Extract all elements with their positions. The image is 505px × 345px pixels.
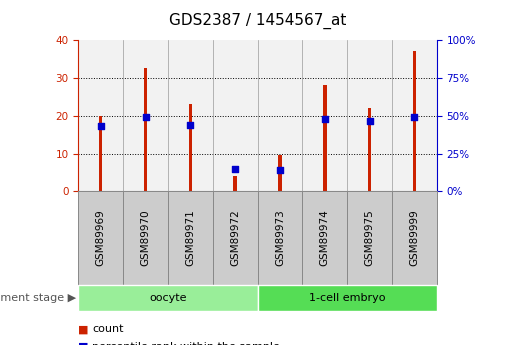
Bar xyxy=(168,191,213,285)
Text: ■: ■ xyxy=(78,325,89,334)
Bar xyxy=(99,116,103,191)
Text: GSM89969: GSM89969 xyxy=(95,210,106,266)
Bar xyxy=(78,191,123,285)
Text: GSM89972: GSM89972 xyxy=(230,210,240,266)
Point xyxy=(366,118,374,124)
Bar xyxy=(123,40,168,191)
Text: GSM89974: GSM89974 xyxy=(320,210,330,266)
Bar xyxy=(213,40,258,191)
Text: GSM89970: GSM89970 xyxy=(140,210,150,266)
Bar xyxy=(144,68,147,191)
Point xyxy=(231,166,239,171)
Point xyxy=(411,114,419,120)
Bar xyxy=(347,191,392,285)
Point xyxy=(186,122,194,127)
Bar xyxy=(392,40,437,191)
Bar xyxy=(258,285,437,310)
Text: oocyte: oocyte xyxy=(149,293,187,303)
Bar xyxy=(258,191,302,285)
Bar xyxy=(413,51,416,191)
Bar xyxy=(278,155,282,191)
Bar xyxy=(233,176,237,191)
Bar xyxy=(302,191,347,285)
Bar xyxy=(78,40,123,191)
Bar xyxy=(168,40,213,191)
Point xyxy=(321,117,329,122)
Bar xyxy=(302,40,347,191)
Text: ■: ■ xyxy=(78,342,89,345)
Point xyxy=(276,167,284,173)
Bar xyxy=(188,104,192,191)
Bar xyxy=(123,191,168,285)
Bar xyxy=(368,108,371,191)
Text: GDS2387 / 1454567_at: GDS2387 / 1454567_at xyxy=(169,13,346,29)
Text: GSM89973: GSM89973 xyxy=(275,210,285,266)
Bar xyxy=(347,40,392,191)
Bar xyxy=(258,40,302,191)
Bar xyxy=(213,191,258,285)
Text: GSM89975: GSM89975 xyxy=(365,210,375,266)
Bar xyxy=(78,285,258,310)
Text: development stage ▶: development stage ▶ xyxy=(0,293,76,303)
Bar xyxy=(392,191,437,285)
Text: GSM89999: GSM89999 xyxy=(410,210,420,266)
Point xyxy=(141,114,149,120)
Point xyxy=(96,124,105,129)
Text: count: count xyxy=(92,325,124,334)
Text: GSM89971: GSM89971 xyxy=(185,210,195,266)
Text: 1-cell embryo: 1-cell embryo xyxy=(309,293,385,303)
Text: percentile rank within the sample: percentile rank within the sample xyxy=(92,342,280,345)
Bar xyxy=(323,85,327,191)
